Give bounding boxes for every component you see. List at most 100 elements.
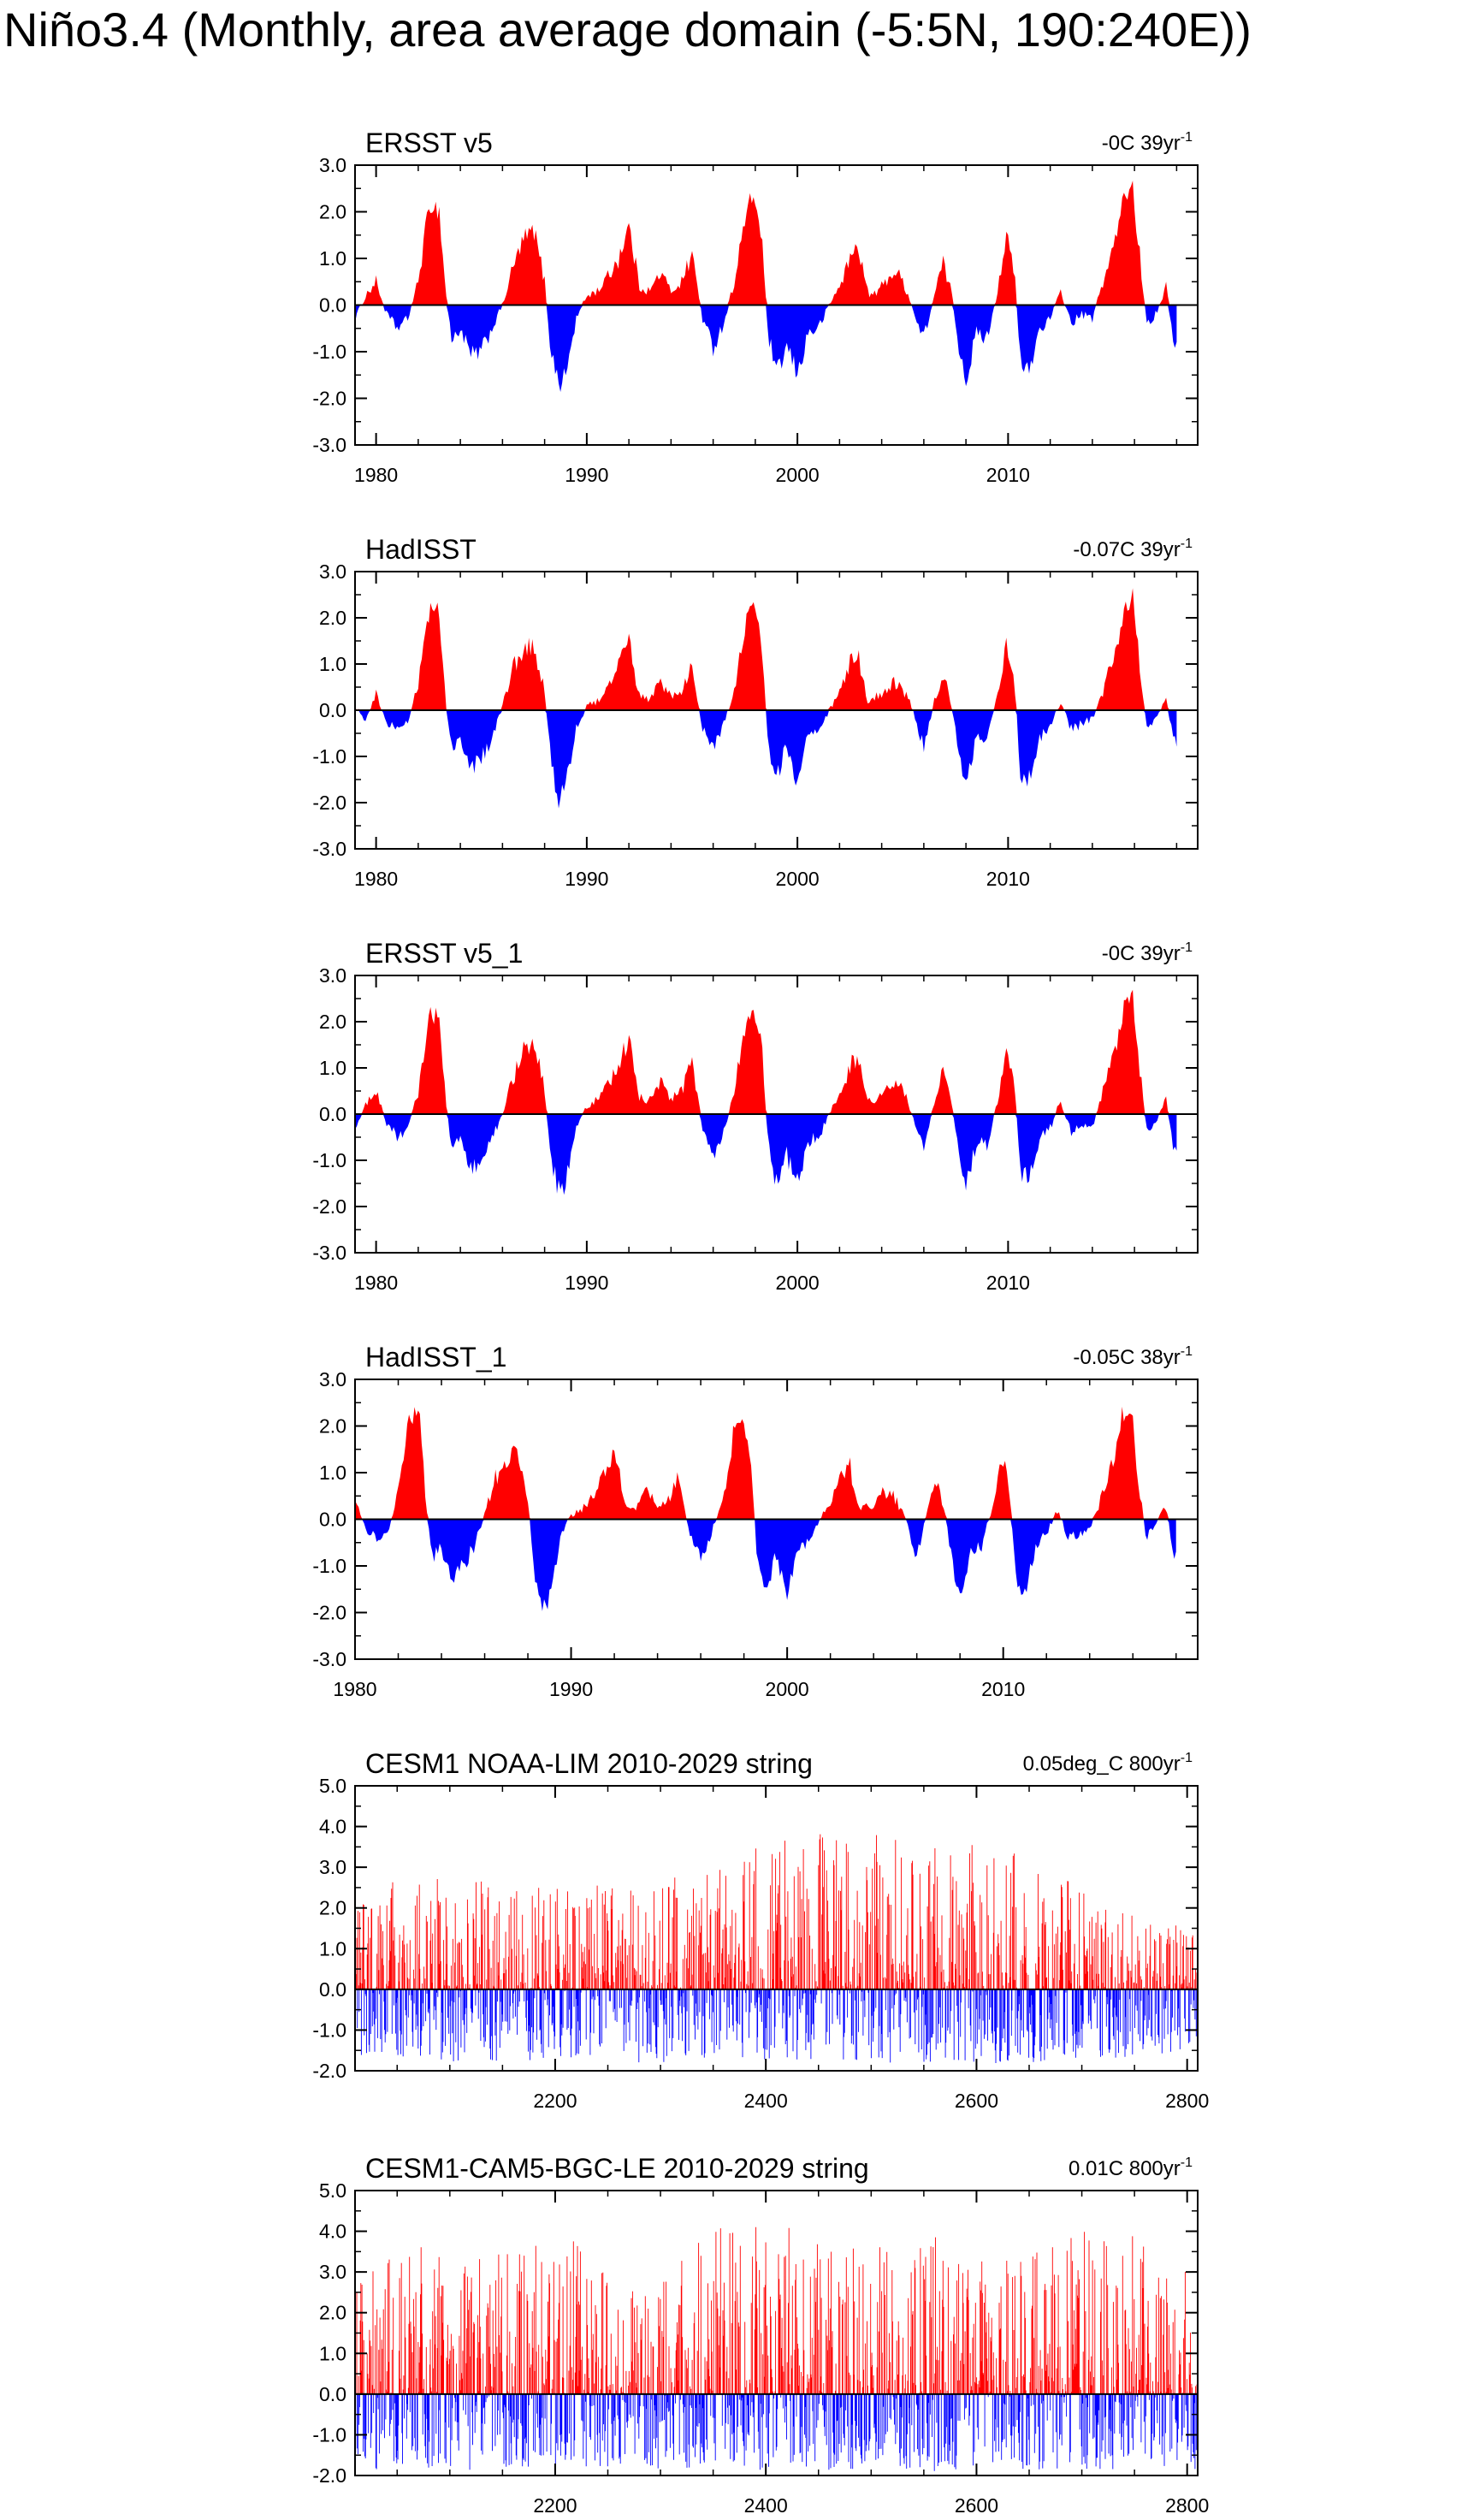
- panel-title: ERSST v5: [365, 127, 493, 158]
- y-tick-label: 3.0: [319, 560, 346, 583]
- x-tick-label: 1990: [549, 1678, 593, 1700]
- y-tick-label: -1.0: [312, 2019, 346, 2041]
- y-tick-label: 0.0: [319, 1509, 346, 1531]
- y-tick-label: 5.0: [319, 2179, 346, 2202]
- x-tick-label: 2000: [776, 868, 820, 890]
- y-tick-label: -3.0: [312, 1242, 346, 1264]
- y-tick-label: 3.0: [319, 1368, 346, 1390]
- y-tick-label: -3.0: [312, 1648, 346, 1670]
- x-tick-label: 1980: [354, 1272, 398, 1294]
- data-series: [355, 2226, 1198, 2471]
- x-tick-label: 1990: [565, 868, 608, 890]
- panel-stats: 0.05deg_C 800yr-1: [1023, 1751, 1193, 1776]
- x-tick-label: 2200: [533, 2090, 577, 2112]
- data-series: [355, 1406, 1176, 1611]
- x-tick-label: 2800: [1165, 2494, 1209, 2517]
- y-tick-label: 0.0: [319, 699, 346, 721]
- y-tick-label: 1.0: [319, 1462, 346, 1484]
- data-series: [355, 1834, 1198, 2063]
- panel-title: ERSST v5_1: [365, 938, 523, 969]
- negative-area: [355, 1114, 1177, 1195]
- x-tick-label: 1980: [354, 464, 398, 486]
- data-series: [355, 181, 1177, 392]
- positive-area: [355, 989, 1177, 1114]
- positive-spikes: [355, 1834, 1198, 1989]
- data-series: [355, 588, 1177, 809]
- x-tick-label: 2800: [1165, 2090, 1209, 2112]
- y-tick-label: 1.0: [319, 653, 346, 675]
- negative-spikes: [357, 1989, 1198, 2063]
- y-tick-label: 1.0: [319, 1937, 346, 1960]
- x-tick-label: 2000: [766, 1678, 809, 1700]
- x-tick-label: 1980: [354, 868, 398, 890]
- x-tick-label: 2400: [744, 2090, 788, 2112]
- data-series: [355, 989, 1177, 1195]
- chart-panel-2: -3.0 -2.0 -1.0 0.0 1.0 2.0 3.0 1980 1990 2000 2010…: [312, 534, 1199, 890]
- x-tick-label: 1990: [565, 464, 608, 486]
- chart-panel-1: -3.0 -2.0 -1.0 0.0 1.0 2.0 3.0 1980 1990 2000 2010…: [312, 127, 1199, 486]
- y-tick-label: 2.0: [319, 607, 346, 629]
- positive-spikes: [355, 2226, 1198, 2394]
- y-tick-label: 0.0: [319, 1978, 346, 2001]
- negative-area: [355, 1519, 1176, 1611]
- y-tick-label: -1.0: [312, 2423, 346, 2446]
- panel-stats: -0.07C 39yr-1: [1073, 537, 1193, 561]
- chart-panel-6: -2.0 -1.0 0.0 1.0 2.0 3.0 4.0 5.0 2200 2400 2600 28…: [312, 2153, 1209, 2517]
- y-tick-label: 0.0: [319, 1103, 346, 1125]
- x-tick-label: 2010: [986, 868, 1030, 890]
- y-tick-label: 3.0: [319, 154, 346, 176]
- chart-panel-5: -2.0 -1.0 0.0 1.0 2.0 3.0 4.0 5.0 2200 2400 2600 28…: [312, 1748, 1209, 2112]
- x-tick-label: 2010: [981, 1678, 1025, 1700]
- x-tick-label: 2200: [533, 2494, 577, 2517]
- panel-title: HadISST: [365, 534, 477, 565]
- panel-title: HadISST_1: [365, 1342, 506, 1373]
- y-tick-label: 3.0: [319, 964, 346, 987]
- panel-stats: -0.05C 38yr-1: [1073, 1344, 1193, 1369]
- y-tick-label: -2.0: [312, 2464, 346, 2487]
- positive-area: [355, 181, 1177, 305]
- x-tick-label: 1980: [333, 1678, 376, 1700]
- y-tick-label: 1.0: [319, 2342, 346, 2364]
- x-tick-label: 2400: [744, 2494, 788, 2517]
- x-tick-label: 2000: [776, 1272, 820, 1294]
- y-tick-label: -1.0: [312, 1555, 346, 1577]
- x-tick-label: 2010: [986, 1272, 1030, 1294]
- x-tick-label: 2010: [986, 464, 1030, 486]
- x-tick-label: 2600: [955, 2494, 998, 2517]
- y-tick-label: 2.0: [319, 1897, 346, 1919]
- chart-panel-4: -3.0 -2.0 -1.0 0.0 1.0 2.0 3.0 1980 1990 2000 2010…: [312, 1342, 1199, 1700]
- y-tick-label: 2.0: [319, 2302, 346, 2324]
- panel-title: CESM1-CAM5-BGC-LE 2010-2029 string: [365, 2153, 869, 2184]
- y-tick-label: -3.0: [312, 434, 346, 456]
- y-tick-label: -3.0: [312, 838, 346, 860]
- y-tick-label: 1.0: [319, 1057, 346, 1079]
- y-tick-label: 2.0: [319, 201, 346, 223]
- x-tick-label: 1990: [565, 1272, 608, 1294]
- y-tick-label: 0.0: [319, 294, 346, 317]
- x-tick-label: 2000: [776, 464, 820, 486]
- y-tick-label: 4.0: [319, 1816, 346, 1838]
- y-tick-label: -2.0: [312, 2060, 346, 2082]
- y-tick-label: -1.0: [312, 1149, 346, 1171]
- negative-area: [355, 305, 1177, 392]
- y-tick-label: 0.0: [319, 2383, 346, 2405]
- chart-panel-3: -3.0 -2.0 -1.0 0.0 1.0 2.0 3.0 1980 1990 2000 2010…: [312, 938, 1199, 1294]
- y-tick-label: 1.0: [319, 247, 346, 270]
- y-tick-label: 3.0: [319, 2261, 346, 2283]
- y-tick-label: -2.0: [312, 1195, 346, 1218]
- y-tick-label: -1.0: [312, 341, 346, 363]
- panel-stats: -0C 39yr-1: [1102, 940, 1193, 965]
- page-title: Niño3.4 (Monthly, area average domain (-…: [3, 3, 1252, 56]
- y-tick-label: -2.0: [312, 792, 346, 814]
- positive-area: [355, 588, 1177, 710]
- y-tick-label: 2.0: [319, 1011, 346, 1033]
- y-tick-label: -2.0: [312, 388, 346, 410]
- y-tick-label: 5.0: [319, 1775, 346, 1797]
- panel-stats: -0C 39yr-1: [1102, 130, 1193, 155]
- panel-title: CESM1 NOAA-LIM 2010-2029 string: [365, 1748, 813, 1779]
- y-tick-label: 3.0: [319, 1856, 346, 1878]
- y-tick-label: -2.0: [312, 1602, 346, 1624]
- y-tick-label: 2.0: [319, 1415, 346, 1438]
- x-tick-label: 2600: [955, 2090, 998, 2112]
